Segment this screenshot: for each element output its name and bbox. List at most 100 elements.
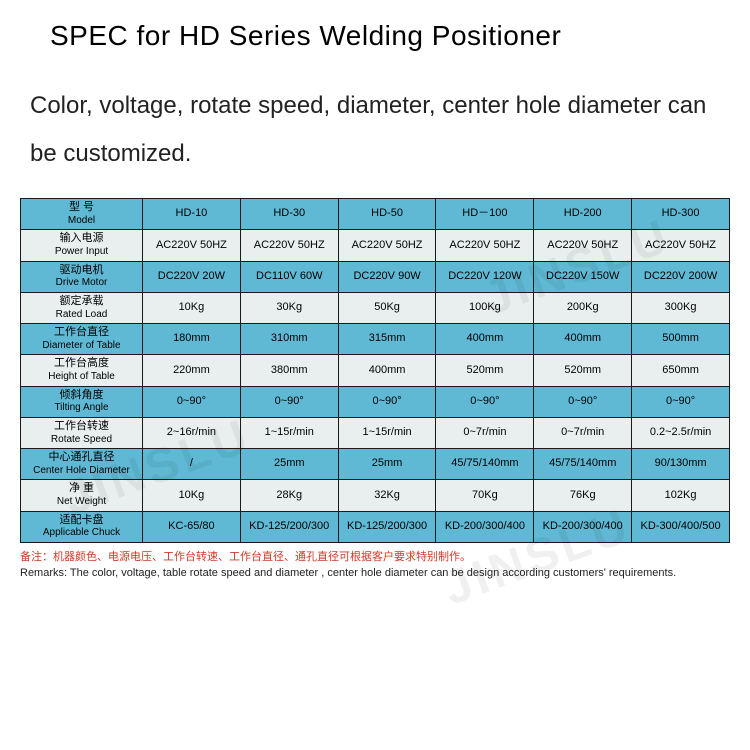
row-header: 工作台直径Diameter of Table — [21, 324, 143, 355]
table-cell: 650mm — [632, 355, 730, 386]
table-cell: 45/75/140mm — [436, 449, 534, 480]
table-row: 工作台转速Rotate Speed2~16r/min1~15r/min1~15r… — [21, 417, 730, 448]
table-cell: 0~90° — [143, 386, 241, 417]
table-cell: DC220V 90W — [338, 261, 436, 292]
row-header-en: Model — [23, 215, 140, 228]
spec-table: 型 号ModelHD-10HD-30HD-50HD－100HD-200HD-30… — [20, 198, 730, 543]
table-row: 驱动电机Drive MotorDC220V 20WDC110V 60WDC220… — [21, 261, 730, 292]
table-cell: 500mm — [632, 324, 730, 355]
row-header: 净 重Net Weight — [21, 480, 143, 511]
table-cell: 0~90° — [338, 386, 436, 417]
row-header-cn: 额定承载 — [23, 295, 140, 309]
table-cell: 0.2~2.5r/min — [632, 417, 730, 448]
table-cell: 0~7r/min — [534, 417, 632, 448]
table-cell: AC220V 50HZ — [240, 230, 338, 261]
remarks-en: Remarks: The color, voltage, table rotat… — [20, 565, 730, 582]
table-cell: 90/130mm — [632, 449, 730, 480]
table-cell: KD-125/200/300 — [338, 511, 436, 542]
table-cell: 10Kg — [143, 480, 241, 511]
row-header-en: Drive Motor — [23, 277, 140, 290]
row-header: 倾斜角度Tilting Angle — [21, 386, 143, 417]
table-cell: HD-200 — [534, 199, 632, 230]
table-cell: 520mm — [436, 355, 534, 386]
table-cell: AC220V 50HZ — [632, 230, 730, 261]
row-header-cn: 倾斜角度 — [23, 389, 140, 403]
table-cell: / — [143, 449, 241, 480]
table-cell: KD-125/200/300 — [240, 511, 338, 542]
table-cell: HD-30 — [240, 199, 338, 230]
row-header-cn: 输入电源 — [23, 232, 140, 246]
table-cell: 310mm — [240, 324, 338, 355]
row-header-en: Rotate Speed — [23, 434, 140, 447]
table-cell: AC220V 50HZ — [436, 230, 534, 261]
table-cell: AC220V 50HZ — [534, 230, 632, 261]
row-header-cn: 型 号 — [23, 201, 140, 215]
table-cell: 28Kg — [240, 480, 338, 511]
row-header-en: Net Weight — [23, 496, 140, 509]
remarks-block: 备注：机器颜色、电源电压、工作台转速、工作台直径、通孔直径可根据客户要求特别制作… — [20, 549, 730, 582]
table-row: 额定承载Rated Load10Kg30Kg50Kg100Kg200Kg300K… — [21, 292, 730, 323]
row-header: 型 号Model — [21, 199, 143, 230]
table-row: 适配卡盘Applicable ChuckKC-65/80KD-125/200/3… — [21, 511, 730, 542]
table-cell: 400mm — [338, 355, 436, 386]
table-cell: 2~16r/min — [143, 417, 241, 448]
table-cell: KD-200/300/400 — [436, 511, 534, 542]
table-cell: KC-65/80 — [143, 511, 241, 542]
table-row: 工作台直径Diameter of Table180mm310mm315mm 400… — [21, 324, 730, 355]
row-header: 工作台高度Height of Table — [21, 355, 143, 386]
table-cell: 0~90° — [436, 386, 534, 417]
row-header-cn: 中心通孔直径 — [23, 451, 140, 465]
table-cell: KD-200/300/400 — [534, 511, 632, 542]
table-row: 中心通孔直径Center Hole Diameter/25mm25mm45/75… — [21, 449, 730, 480]
row-header-cn: 净 重 — [23, 482, 140, 496]
row-header-cn: 工作台转速 — [23, 420, 140, 434]
table-cell: 1~15r/min — [240, 417, 338, 448]
table-cell: HD－100 — [436, 199, 534, 230]
table-cell: 76Kg — [534, 480, 632, 511]
row-header: 适配卡盘Applicable Chuck — [21, 511, 143, 542]
row-header-cn: 工作台高度 — [23, 357, 140, 371]
row-header-en: Power Input — [23, 246, 140, 259]
table-cell: HD-10 — [143, 199, 241, 230]
table-cell: DC110V 60W — [240, 261, 338, 292]
table-cell: 520mm — [534, 355, 632, 386]
table-cell: DC220V 20W — [143, 261, 241, 292]
row-header-en: Applicable Chuck — [23, 527, 140, 540]
table-row: 净 重Net Weight10Kg28Kg32Kg70Kg76Kg102Kg — [21, 480, 730, 511]
row-header-en: Rated Load — [23, 309, 140, 322]
row-header: 中心通孔直径Center Hole Diameter — [21, 449, 143, 480]
table-cell: DC220V 150W — [534, 261, 632, 292]
table-cell: 315mm — [338, 324, 436, 355]
row-header-cn: 驱动电机 — [23, 264, 140, 278]
row-header-en: Center Hole Diameter — [23, 465, 140, 478]
row-header: 额定承载Rated Load — [21, 292, 143, 323]
table-row: 型 号ModelHD-10HD-30HD-50HD－100HD-200HD-30… — [21, 199, 730, 230]
row-header-cn: 工作台直径 — [23, 326, 140, 340]
table-cell: HD-50 — [338, 199, 436, 230]
table-row: 工作台高度Height of Table220mm380mm400mm520mm… — [21, 355, 730, 386]
table-row: 倾斜角度Tilting Angle0~90°0~90°0~90°0~90°0~9… — [21, 386, 730, 417]
table-cell: 400mm — [534, 324, 632, 355]
table-cell: 100Kg — [436, 292, 534, 323]
table-cell: 102Kg — [632, 480, 730, 511]
table-cell: 45/75/140mm — [534, 449, 632, 480]
table-cell: 30Kg — [240, 292, 338, 323]
table-cell: 0~90° — [632, 386, 730, 417]
subtitle-text: Color, voltage, rotate speed, diameter, … — [30, 82, 730, 178]
row-header: 工作台转速Rotate Speed — [21, 417, 143, 448]
remarks-cn: 备注：机器颜色、电源电压、工作台转速、工作台直径、通孔直径可根据客户要求特别制作… — [20, 549, 730, 566]
row-header-en: Tilting Angle — [23, 402, 140, 415]
table-cell: 25mm — [338, 449, 436, 480]
table-cell: 50Kg — [338, 292, 436, 323]
table-row: 输入电源Power InputAC220V 50HZAC220V 50HZAC2… — [21, 230, 730, 261]
row-header-cn: 适配卡盘 — [23, 514, 140, 528]
table-cell: 1~15r/min — [338, 417, 436, 448]
table-cell: 10Kg — [143, 292, 241, 323]
table-cell: 0~90° — [240, 386, 338, 417]
table-cell: 0~7r/min — [436, 417, 534, 448]
table-cell: KD-300/400/500 — [632, 511, 730, 542]
table-cell: 180mm — [143, 324, 241, 355]
table-cell: 200Kg — [534, 292, 632, 323]
table-cell: AC220V 50HZ — [143, 230, 241, 261]
table-cell: 32Kg — [338, 480, 436, 511]
